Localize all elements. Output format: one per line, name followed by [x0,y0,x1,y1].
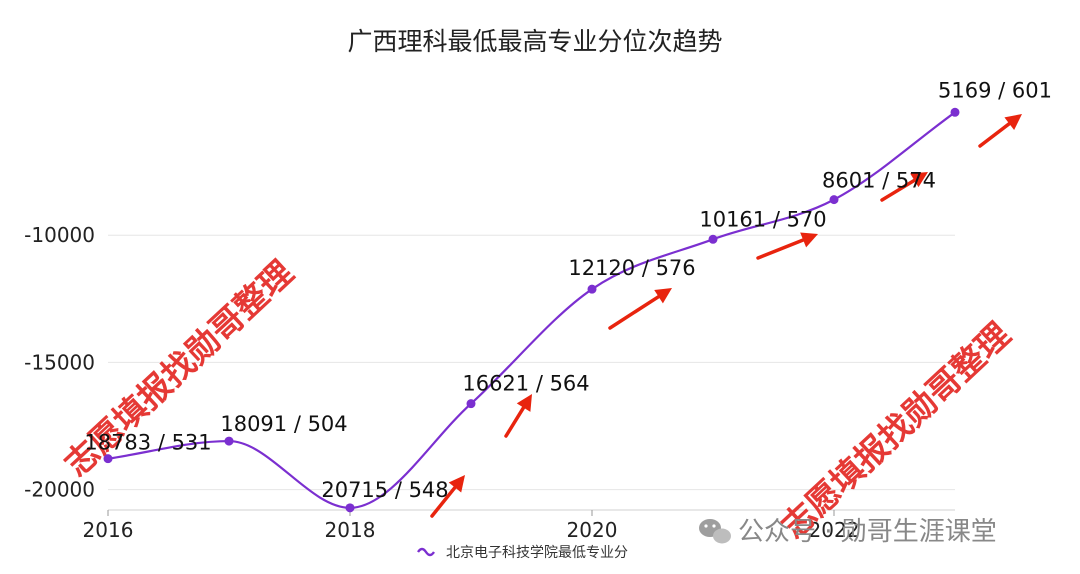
legend-line-icon [417,547,435,557]
series-line [107,111,956,509]
red-arrow-icon [430,475,465,518]
data-point [950,107,960,117]
data-point [466,399,476,409]
data-point [345,503,355,513]
legend[interactable]: 北京电子科技学院最低专业分 [417,545,628,561]
chart-title: 广西理科最低最高专业分位次趋势 [347,27,722,56]
data-point [829,195,839,205]
data-label: 18783 / 531 [84,431,211,455]
data-label: 20715 / 548 [321,478,448,502]
y-axis-ticks: -10000 -15000 -20000 [24,223,95,501]
footer-text: 公众号 · 勋哥生涯课堂 [738,517,997,547]
y-tick-label: -20000 [24,478,95,502]
legend-label: 北京电子科技学院最低专业分 [446,545,628,561]
y-tick-label: -10000 [24,223,95,247]
data-point [103,454,113,464]
decorative-arrows [430,114,1022,518]
data-label: 5169 / 601 [938,78,1052,102]
red-arrow-icon [978,114,1022,148]
red-arrow-icon [504,394,532,438]
data-label: 16621 / 564 [462,372,589,396]
data-point [224,436,234,446]
red-arrow-icon [608,288,672,330]
data-label: 18091 / 504 [220,412,347,436]
red-arrow-icon [756,232,818,260]
red-arrow-icon [880,172,928,202]
x-axis-ticks: 2016 2018 2020 2022 [83,510,860,542]
footer-watermark: 公众号 · 勋哥生涯课堂 [699,517,997,547]
data-label: 12120 / 576 [568,256,695,280]
data-label: 8601 / 574 [822,169,936,193]
data-point [587,284,597,294]
watermark-right: 志愿填报找勋哥整理 [774,315,1018,546]
x-tick-label: 2016 [83,518,134,542]
wechat-icon [699,519,731,544]
series-points [103,107,960,513]
y-tick-label: -15000 [24,350,95,374]
x-tick-label: 2018 [325,518,376,542]
data-labels: 18783 / 531 18091 / 504 20715 / 548 16621 /… [84,78,1052,502]
x-tick-label: 2020 [567,518,618,542]
data-label: 10161 / 570 [699,207,826,231]
x-tick-label: 2022 [809,518,860,542]
data-point [708,234,718,244]
